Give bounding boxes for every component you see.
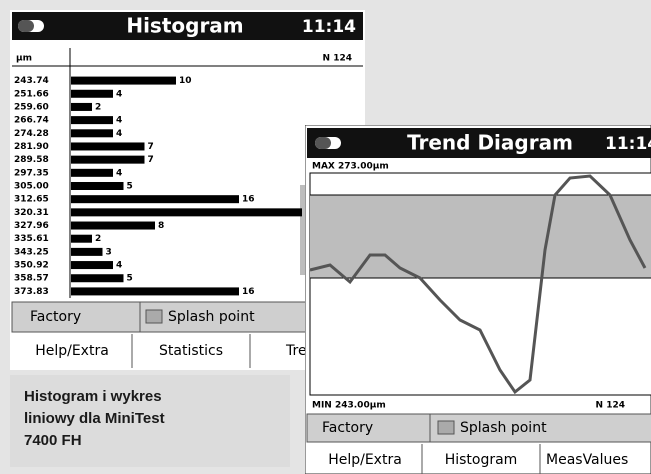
icon — [437, 420, 455, 435]
bar — [71, 142, 145, 151]
row-label: 350.92 — [14, 261, 49, 271]
row-label: 327.96 — [14, 221, 49, 231]
row-label: 358.57 — [14, 274, 49, 284]
bar-value: 4 — [116, 168, 122, 178]
softkey[interactable]: Splash point — [460, 420, 547, 436]
bar-value: 2 — [95, 102, 101, 112]
bar — [71, 182, 124, 190]
softkey[interactable]: Histogram — [445, 452, 518, 468]
icon — [145, 309, 163, 324]
row-label: 305.00 — [14, 182, 49, 192]
row-label: 343.25 — [14, 247, 49, 257]
row-label: 320.31 — [14, 208, 49, 218]
bar-value: 16 — [242, 287, 255, 297]
bar — [71, 116, 113, 125]
bar — [71, 234, 92, 243]
caption: liniowy dla MiniTest — [24, 410, 165, 427]
bar-value: 7 — [148, 142, 154, 152]
caption-box — [10, 375, 290, 467]
tolerance-band — [310, 195, 651, 278]
softkey[interactable]: Statistics — [159, 343, 223, 359]
bar-value: 4 — [116, 89, 122, 99]
bar — [71, 76, 176, 85]
title: Histogram — [126, 14, 243, 38]
row-label: 259.60 — [14, 102, 49, 112]
softkey[interactable]: Factory — [30, 309, 81, 325]
count: N 124 — [596, 401, 625, 411]
title: Trend Diagram — [407, 131, 573, 155]
bar-value: 3 — [106, 247, 112, 257]
bar-value: 4 — [116, 116, 122, 126]
row-label: 251.66 — [14, 89, 49, 99]
row-label: 297.35 — [14, 168, 49, 178]
battery-level — [18, 20, 34, 32]
softkey[interactable]: Factory — [322, 420, 373, 436]
bar-value: 16 — [242, 195, 255, 205]
bar-value: 2 — [95, 234, 101, 244]
title-bar — [307, 128, 651, 158]
min-label: MIN 243.00µm — [312, 401, 386, 411]
bar — [71, 274, 124, 283]
bar — [71, 168, 113, 177]
time: 11:14 — [302, 17, 356, 37]
unit: µm — [16, 54, 32, 64]
max-label: MAX 273.00µm — [312, 162, 389, 172]
row-label: 274.28 — [14, 129, 49, 139]
bar — [71, 221, 155, 230]
bar — [71, 195, 239, 204]
bar — [71, 261, 113, 270]
row-label: 281.90 — [14, 142, 49, 152]
bar — [71, 155, 145, 164]
bar — [71, 129, 113, 138]
bar-value: 5 — [127, 274, 133, 284]
bar-value: 10 — [179, 76, 192, 86]
bar — [71, 287, 239, 296]
bar — [71, 89, 113, 98]
time: 11:14 — [605, 134, 651, 154]
softkey[interactable]: Help/Extra — [328, 452, 402, 468]
trend-line — [309, 174, 647, 395]
bar — [71, 102, 92, 111]
row-label: 335.61 — [14, 234, 49, 244]
row-label: 266.74 — [14, 116, 49, 126]
row-label: 312.65 — [14, 195, 49, 205]
bar-value: 5 — [127, 182, 133, 192]
caption: Histogram i wykres — [24, 388, 162, 405]
softkey-row — [306, 413, 651, 443]
bar-value: 4 — [116, 129, 122, 139]
softkey-row — [12, 334, 363, 368]
count: N 124 — [323, 54, 352, 64]
row-label: 243.74 — [14, 76, 49, 86]
softkey-row — [11, 301, 364, 333]
bar-value: 7 — [148, 155, 154, 165]
softkey[interactable]: Splash point — [168, 309, 255, 325]
row-label: 373.83 — [14, 287, 49, 297]
softkey[interactable]: MeasValues — [546, 452, 628, 468]
bar — [71, 208, 302, 217]
title-bar — [12, 12, 363, 40]
caption: 7400 FH — [24, 432, 82, 449]
trend-screen: Trend Diagram 11:14 MAX 273.00µm MIN 243… — [305, 125, 651, 474]
bar-value: 8 — [158, 221, 164, 231]
battery-level — [315, 137, 331, 149]
softkey[interactable]: Help/Extra — [35, 343, 109, 359]
bar-value: 4 — [116, 261, 122, 271]
bar — [71, 247, 103, 256]
softkey[interactable]: Tre — [285, 343, 307, 359]
row-label: 289.58 — [14, 155, 49, 165]
